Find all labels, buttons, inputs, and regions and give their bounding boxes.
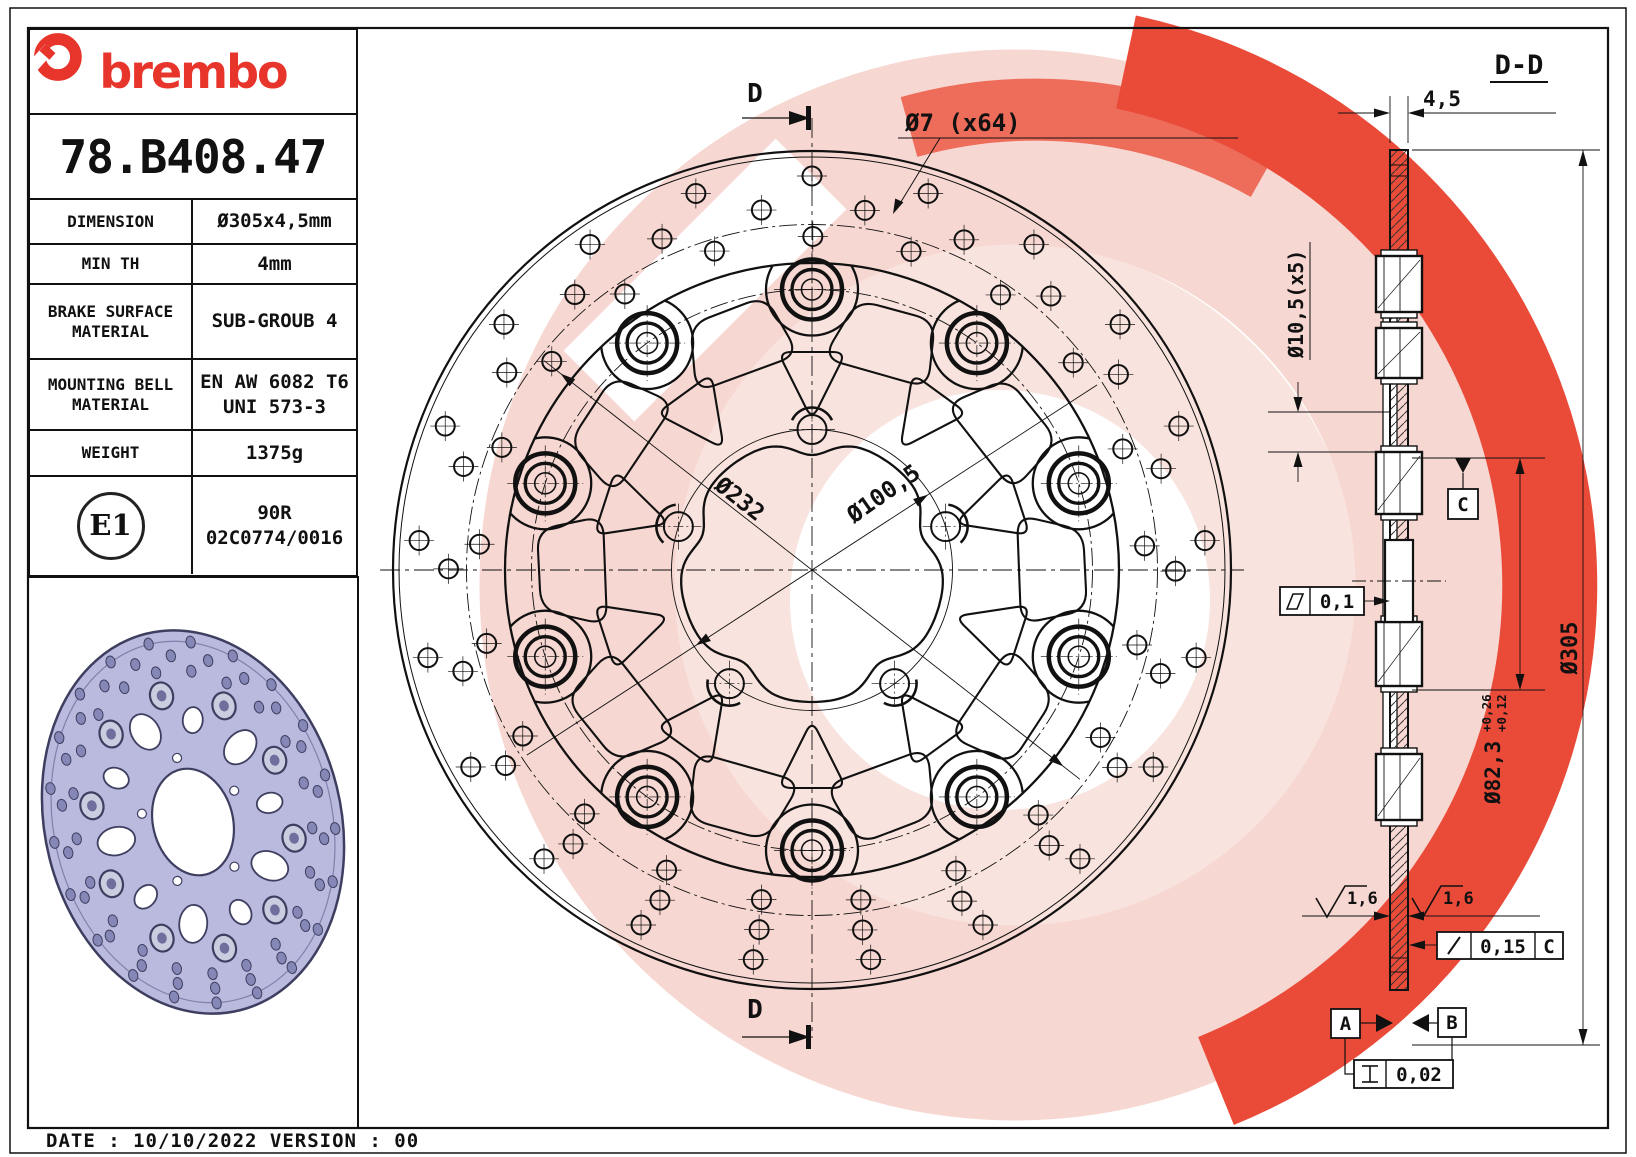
bobbin-sections [1374,249,1424,827]
datum-b: B [1412,1007,1467,1038]
spec-row-brake-surface: BRAKE SURFACE MATERIAL SUB-GROUB 4 [30,285,356,360]
center-bore [680,445,944,704]
roughness-symbol-icon [1411,885,1463,919]
parallelism-callout: 0,02 [1344,1037,1454,1089]
datum-triangle-icon [1412,1014,1429,1032]
svg-text:C: C [1457,494,1468,516]
svg-text:Ø7 (x64): Ø7 (x64) [904,109,1021,137]
svg-text:D: D [747,995,763,1025]
runout-symbol-icon [1447,936,1461,955]
roughness-left: 1,6 [1302,885,1390,921]
part-number-row: 78.B408.47 [30,115,356,200]
spec-label: BRAKE SURFACE MATERIAL [30,285,193,358]
front-view [380,118,1244,1038]
roughness-symbol-icon [1315,885,1367,919]
roughness-right: 1,6 [1408,885,1540,921]
svg-text:+0,26: +0,26 [1479,694,1494,732]
svg-text:Ø10,5(x5): Ø10,5(x5) [1284,250,1308,359]
diameter-dimensions [526,360,1098,780]
svg-text:0,02: 0,02 [1396,1064,1442,1086]
svg-text:Ø305: Ø305 [1558,622,1583,676]
leader-arrow-icon [893,198,904,214]
iso-view-cell [27,576,359,1129]
svg-text:4,5: 4,5 [1423,87,1461,111]
spec-label: WEIGHT [30,431,193,475]
title-block: brembo 78.B408.47 DIMENSION Ø305x4,5mm M… [28,28,358,577]
iso-disc-render [40,629,346,1015]
hub [655,406,969,711]
section-title: D-D [1495,50,1544,81]
svg-text:B: B [1446,1012,1457,1034]
spec-value: 1375g [245,441,304,464]
section-arrow-icon [789,111,810,125]
parallelism-symbol-icon [1362,1065,1378,1083]
svg-text:A: A [1340,1013,1352,1035]
bore-dimension-label: Ø100,5 [842,460,926,530]
e1-approval-mark: E1 [76,491,145,560]
section-view: D-D 4,5 [1268,50,1600,1089]
outer-diameter-dimension: Ø305 [1412,149,1600,1046]
approval-line2: 02C0774/0016 [205,526,344,549]
brand-header: brembo [30,30,356,115]
svg-text:Ø82,3: Ø82,3 [1481,741,1505,805]
runout-callout: 0,15 C [1409,931,1564,960]
thickness-dimension: 4,5 [1338,87,1556,143]
spec-row-weight: WEIGHT 1375g [30,431,356,477]
part-number: 78.B408.47 [59,129,328,184]
watermark-ring [479,49,1551,1121]
spec-label: MOUNTING BELL MATERIAL [30,360,193,429]
spec-row-dimension: DIMENSION Ø305x4,5mm [30,200,356,245]
sheet-border [9,7,1627,1154]
friction-holes [404,161,1220,975]
front-view-labels: D D Ø7 (x64) Ø232 Ø100,5 [709,79,1238,1049]
watermark-top-arc [900,78,1282,198]
svg-text:1,6: 1,6 [1443,889,1474,909]
disc-outer-edge [391,149,1233,991]
pin-hole-dimension: Ø10,5(x5) [1268,242,1390,482]
spec-row-min-th: MIN TH 4mm [30,245,356,285]
bell-diameter-dimension: Ø82,3 +0,26 +0,12 [1412,457,1545,805]
date-version-line: DATE : 10/10/2022 VERSION : 00 [46,1130,420,1152]
svg-text:0,15: 0,15 [1480,936,1526,958]
spec-label: MIN TH [30,245,193,283]
approval-number: 90R 02C0774/0016 [193,477,356,574]
approval-line1: 90R [257,501,292,524]
brand-wordmark: brembo [99,44,288,99]
pcd-dimension-label: Ø232 [709,472,769,527]
flatness-callout: 0,1 [1279,586,1390,616]
approval-row: E1 90R 02C0774/0016 [30,477,356,574]
datum-triangle-icon [1455,458,1471,473]
spec-row-mounting-bell: MOUNTING BELL MATERIAL EN AW 6082 T6 UNI… [30,360,356,431]
datum-a: A [1330,1008,1393,1039]
spec-value: EN AW 6082 T6 UNI 573-3 [193,360,356,429]
spec-value: 4mm [257,252,292,275]
brembo-logo-icon [30,33,82,81]
spec-label: DIMENSION [30,200,193,243]
flatness-symbol-icon [1285,593,1305,610]
spec-value: SUB-GROUB 4 [211,310,338,333]
section-marker-top: D [742,79,811,130]
watermark-ring-slit [563,138,847,422]
spec-value: Ø305x4,5mm [217,210,332,233]
hole-callout: Ø7 (x64) [893,109,1238,214]
svg-text:+0,12: +0,12 [1494,694,1509,732]
bobbins [507,251,1117,889]
svg-text:0,1: 0,1 [1320,591,1354,613]
datum-c: C [1447,458,1479,520]
spec-value-line2: UNI 573-3 [223,395,326,418]
svg-text:D: D [747,79,763,109]
svg-text:C: C [1543,936,1554,958]
datum-triangle-icon [1376,1014,1393,1032]
spec-value-line1: EN AW 6082 T6 [200,370,349,393]
section-marker-bottom: D [742,995,811,1049]
centerlines [380,118,1244,1038]
svg-text:1,6: 1,6 [1347,889,1378,909]
section-arrow-icon [789,1030,810,1044]
